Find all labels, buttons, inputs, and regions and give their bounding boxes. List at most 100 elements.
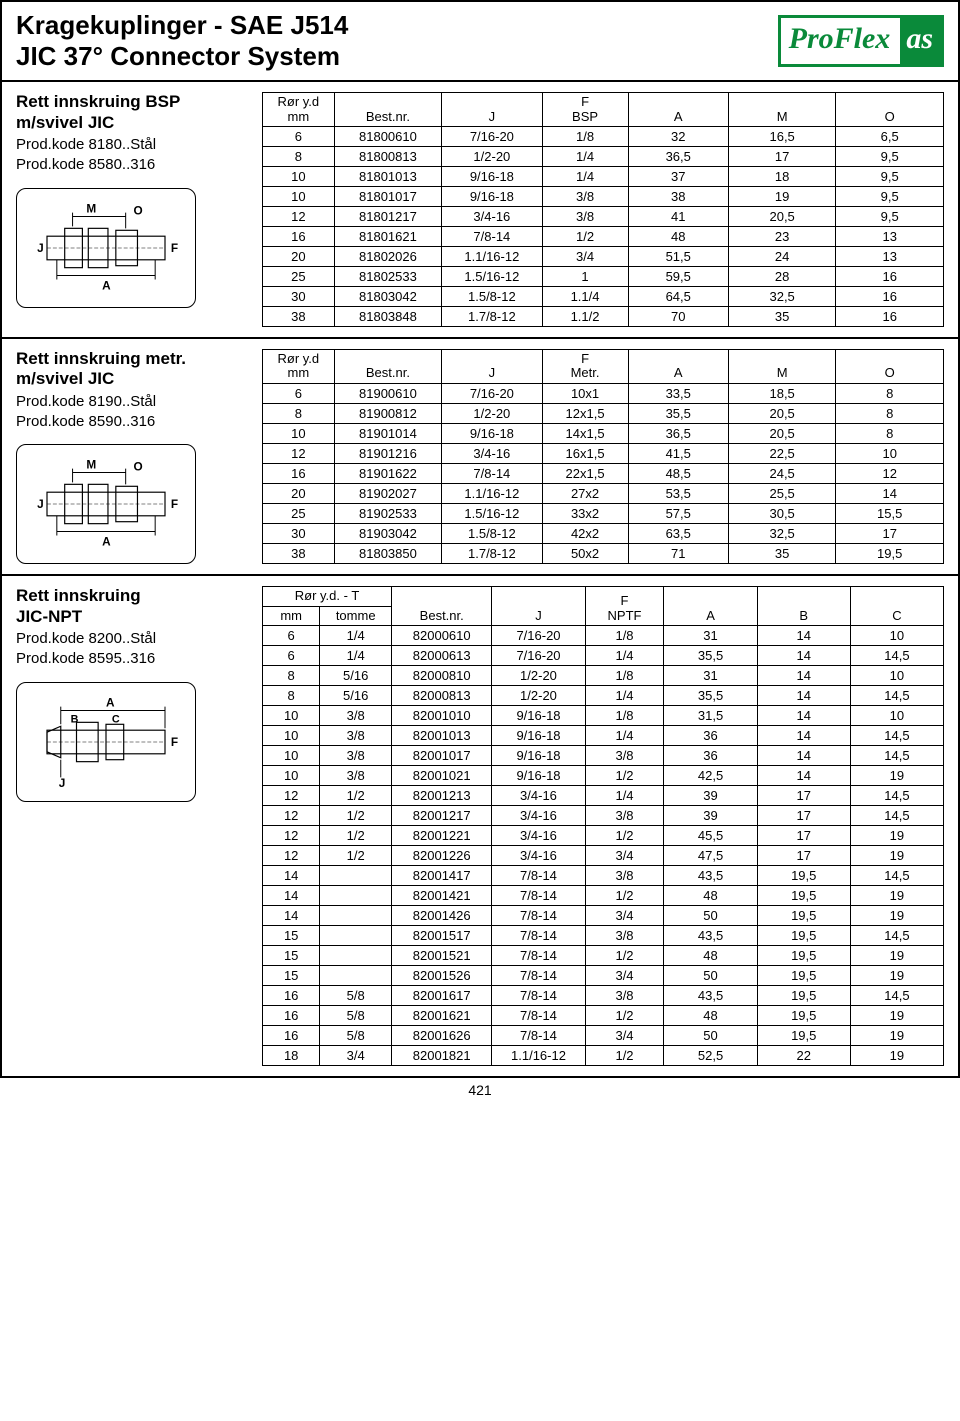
table-cell: 9,5 bbox=[836, 186, 944, 206]
table-cell: 1/2 bbox=[585, 765, 664, 785]
table-cell: 82001213 bbox=[392, 785, 492, 805]
table-row: 16818016217/8-141/2482313 bbox=[263, 226, 944, 246]
table-cell: 81801013 bbox=[334, 166, 442, 186]
table-cell: 35,5 bbox=[664, 685, 757, 705]
table-cell: 82001521 bbox=[392, 945, 492, 965]
table-cell: 9/16-18 bbox=[492, 725, 585, 745]
table-cell: 81900610 bbox=[334, 383, 442, 403]
table-cell: 37 bbox=[628, 166, 728, 186]
table-cell: 3/8 bbox=[320, 745, 392, 765]
table-cell: 14,5 bbox=[850, 685, 943, 705]
table-row: 8818008131/2-201/436,5179,5 bbox=[263, 146, 944, 166]
table-cell: 22 bbox=[757, 1045, 850, 1065]
table-header: FNPTF bbox=[585, 587, 664, 626]
table-row: 25818025331.5/16-12159,52816 bbox=[263, 266, 944, 286]
table-cell: 82001617 bbox=[392, 985, 492, 1005]
table-cell: 63,5 bbox=[628, 523, 728, 543]
table-cell: 81800813 bbox=[334, 146, 442, 166]
svg-text:J: J bbox=[59, 776, 66, 790]
table-cell: 16 bbox=[263, 1025, 320, 1045]
table-cell: 15,5 bbox=[836, 503, 944, 523]
table-cell: 7/8-14 bbox=[492, 945, 585, 965]
table-cell: 30,5 bbox=[728, 503, 836, 523]
svg-text:O: O bbox=[134, 460, 143, 474]
table-cell: 3/8 bbox=[585, 925, 664, 945]
table-cell: 25,5 bbox=[728, 483, 836, 503]
table-cell: 3/8 bbox=[320, 765, 392, 785]
table-cell: 3/8 bbox=[585, 805, 664, 825]
table-cell: 81902533 bbox=[334, 503, 442, 523]
table-row: 15820015267/8-143/45019,519 bbox=[263, 965, 944, 985]
table-cell: 10 bbox=[263, 745, 320, 765]
table-cell: 27x2 bbox=[542, 483, 628, 503]
table-cell bbox=[320, 965, 392, 985]
table-cell: 48 bbox=[664, 885, 757, 905]
table-cell: 19,5 bbox=[836, 543, 944, 563]
table-cell: 14,5 bbox=[850, 805, 943, 825]
table-row: 10819010149/16-1814x1,536,520,58 bbox=[263, 423, 944, 443]
table-cell: 5/8 bbox=[320, 985, 392, 1005]
table-cell: 9,5 bbox=[836, 206, 944, 226]
table-cell: 8 bbox=[263, 685, 320, 705]
table-cell: 81803850 bbox=[334, 543, 442, 563]
table-cell: 31,5 bbox=[664, 705, 757, 725]
table-row: 12819012163/4-1616x1,541,522,510 bbox=[263, 443, 944, 463]
table-cell: 1.1/16-12 bbox=[492, 1045, 585, 1065]
table-row: 16819016227/8-1422x1,548,524,512 bbox=[263, 463, 944, 483]
table-cell: 1/4 bbox=[542, 146, 628, 166]
table-header: O bbox=[836, 349, 944, 383]
table-cell: 10 bbox=[263, 166, 335, 186]
table-cell: 24,5 bbox=[728, 463, 836, 483]
table-header: J bbox=[442, 349, 542, 383]
table-cell: 3/8 bbox=[585, 865, 664, 885]
table-cell: 15 bbox=[263, 965, 320, 985]
logo-right-text: as bbox=[900, 18, 941, 64]
section-bsp-right: Rør y.dmmBest.nr.JFBSPAMO6818006107/16-2… bbox=[262, 92, 944, 327]
table-header: A bbox=[628, 93, 728, 127]
prod-code: Prod.kode 8580..316 bbox=[16, 155, 246, 175]
table-cell: 19,5 bbox=[757, 925, 850, 945]
table-cell: 12 bbox=[263, 805, 320, 825]
table-cell: 8 bbox=[836, 403, 944, 423]
table-cell: 14 bbox=[757, 725, 850, 745]
table-cell: 35,5 bbox=[628, 403, 728, 423]
svg-text:M: M bbox=[86, 201, 96, 215]
table-cell: 3/4 bbox=[542, 246, 628, 266]
table-cell: 6 bbox=[263, 645, 320, 665]
table-cell: 82001013 bbox=[392, 725, 492, 745]
table-cell: 82001626 bbox=[392, 1025, 492, 1045]
table-cell: 19,5 bbox=[757, 1025, 850, 1045]
table-cell: 3/4 bbox=[585, 905, 664, 925]
table-cell: 7/8-14 bbox=[492, 1025, 585, 1045]
table-cell: 1/2 bbox=[585, 885, 664, 905]
brand-logo: ProFlex as bbox=[778, 15, 944, 67]
svg-text:B: B bbox=[71, 713, 79, 725]
table-cell: 16 bbox=[263, 226, 335, 246]
svg-text:F: F bbox=[171, 734, 178, 748]
table-cell: 5/16 bbox=[320, 665, 392, 685]
table-cell: 19 bbox=[850, 965, 943, 985]
table-row: 10818010179/16-183/838199,5 bbox=[263, 186, 944, 206]
table-row: 30818030421.5/8-121.1/464,532,516 bbox=[263, 286, 944, 306]
table-cell: 13 bbox=[836, 246, 944, 266]
table-cell: 59,5 bbox=[628, 266, 728, 286]
table-header: mm bbox=[263, 606, 320, 625]
table-cell: 7/16-20 bbox=[492, 645, 585, 665]
page-header: Kragekuplinger - SAE J514 JIC 37° Connec… bbox=[2, 2, 958, 82]
table-cell: 42,5 bbox=[664, 765, 757, 785]
table-cell: 28 bbox=[728, 266, 836, 286]
table-cell: 20,5 bbox=[728, 206, 836, 226]
table-row: 10818010139/16-181/437189,5 bbox=[263, 166, 944, 186]
table-cell: 12 bbox=[836, 463, 944, 483]
table-cell: 14,5 bbox=[850, 925, 943, 945]
table-cell: 81901622 bbox=[334, 463, 442, 483]
table-header: A bbox=[628, 349, 728, 383]
table-cell: 1/2 bbox=[585, 945, 664, 965]
table-header: Rør y.dmm bbox=[263, 349, 335, 383]
page-number: 421 bbox=[0, 1078, 960, 1102]
table-cell: 3/4-16 bbox=[492, 785, 585, 805]
table-cell: 36 bbox=[664, 745, 757, 765]
table-cell: 47,5 bbox=[664, 845, 757, 865]
table-row: 8819008121/2-2012x1,535,520,58 bbox=[263, 403, 944, 423]
table-row: 20819020271.1/16-1227x253,525,514 bbox=[263, 483, 944, 503]
